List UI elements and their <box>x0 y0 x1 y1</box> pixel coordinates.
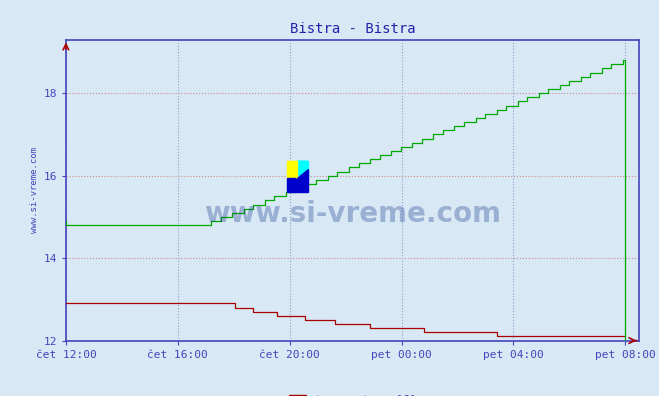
Bar <box>287 161 297 178</box>
Bar <box>287 178 308 192</box>
Polygon shape <box>287 161 297 178</box>
Legend: temperatura [C], pretok [m3/s]: temperatura [C], pretok [m3/s] <box>285 390 420 396</box>
Bar <box>297 161 308 178</box>
Polygon shape <box>297 169 308 178</box>
Polygon shape <box>297 161 308 178</box>
Text: www.si-vreme.com: www.si-vreme.com <box>204 200 501 228</box>
Y-axis label: www.si-vreme.com: www.si-vreme.com <box>30 147 39 233</box>
Title: Bistra - Bistra: Bistra - Bistra <box>290 22 415 36</box>
